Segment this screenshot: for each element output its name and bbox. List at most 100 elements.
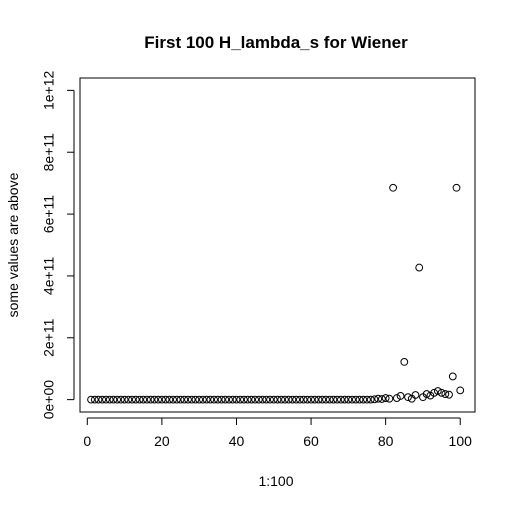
data-point [199, 395, 207, 404]
data-point [333, 395, 342, 404]
data-point [176, 395, 185, 404]
data-points [87, 183, 465, 404]
data-point [146, 395, 155, 404]
data-point [336, 395, 345, 404]
data-point [228, 395, 237, 404]
data-point [195, 395, 204, 404]
data-point [441, 390, 450, 398]
data-point [262, 395, 271, 404]
data-point [445, 390, 453, 399]
data-point [105, 395, 114, 404]
x-tick-label: 40 [229, 433, 245, 449]
data-point [385, 394, 394, 403]
data-point [366, 395, 375, 404]
data-point [269, 395, 278, 404]
data-point [90, 395, 99, 404]
data-point [258, 395, 267, 404]
data-point [135, 395, 144, 404]
data-point [184, 395, 192, 404]
data-point [94, 395, 103, 404]
data-point [266, 395, 274, 404]
data-point [359, 395, 368, 404]
data-point [150, 395, 159, 404]
data-point [124, 395, 133, 404]
data-point [206, 395, 215, 404]
x-axis-label: 1:100 [258, 473, 293, 489]
data-point [221, 395, 230, 404]
data-point [116, 395, 125, 404]
x-tick-label: 0 [83, 433, 91, 449]
data-point [210, 395, 219, 404]
y-tick-label: 1e+12 [41, 71, 57, 111]
data-point [143, 395, 151, 404]
data-point [351, 395, 360, 404]
data-point [381, 394, 390, 402]
data-point [433, 387, 442, 395]
data-point [322, 395, 330, 404]
data-point [325, 395, 334, 404]
data-point [292, 395, 301, 404]
x-tick-label: 60 [303, 433, 319, 449]
data-point [299, 395, 308, 404]
data-point [139, 395, 148, 404]
data-point [344, 395, 353, 404]
y-axis-label: some values are above [5, 172, 21, 317]
data-point [154, 395, 163, 404]
data-point [415, 263, 424, 272]
data-point [400, 358, 409, 366]
x-tick-label: 80 [378, 433, 394, 449]
data-point [404, 393, 412, 402]
data-point [225, 395, 233, 404]
y-tick-label: 0e+00 [41, 380, 57, 420]
data-point [254, 395, 263, 404]
y-tick-label: 4e+11 [41, 257, 57, 295]
data-point [288, 395, 297, 404]
data-point [172, 395, 181, 404]
data-point [102, 395, 110, 404]
data-point [157, 395, 166, 404]
data-point [348, 395, 356, 404]
data-point [187, 395, 196, 404]
y-tick-label: 6e+11 [41, 195, 57, 233]
data-point [392, 394, 401, 402]
data-point [131, 395, 140, 404]
data-point [355, 395, 364, 404]
chart-title: First 100 H_lambda_s for Wiener [144, 33, 408, 52]
data-point [180, 395, 189, 404]
data-point [202, 395, 211, 404]
data-point [161, 395, 170, 404]
data-point [411, 391, 420, 399]
data-point [213, 395, 222, 404]
data-point [422, 390, 431, 398]
data-point [120, 395, 129, 404]
data-point [98, 395, 107, 404]
data-point [363, 395, 371, 404]
y-axis: 0e+00 2e+11 4e+11 6e+11 8e+11 1e+12 [41, 71, 75, 420]
data-point [295, 395, 304, 404]
data-point [236, 395, 245, 404]
data-point [232, 395, 241, 404]
data-point [87, 395, 95, 404]
data-point [303, 395, 312, 404]
x-tick-label: 20 [154, 433, 170, 449]
data-point [284, 395, 293, 404]
data-point [169, 395, 177, 404]
data-point [340, 395, 349, 404]
data-point [389, 183, 398, 192]
x-axis: 0 20 40 60 80 100 [83, 417, 472, 449]
data-point [314, 395, 323, 404]
data-point [128, 395, 136, 404]
data-point [452, 183, 461, 192]
y-tick-label: 8e+11 [41, 133, 57, 171]
data-point [113, 395, 122, 404]
data-point [374, 394, 383, 403]
data-point [310, 395, 319, 404]
data-point [217, 395, 226, 404]
data-point [277, 395, 286, 404]
data-point [370, 395, 379, 404]
data-point [448, 372, 457, 381]
data-point [243, 395, 252, 404]
data-point [165, 395, 174, 404]
data-point [307, 395, 315, 404]
